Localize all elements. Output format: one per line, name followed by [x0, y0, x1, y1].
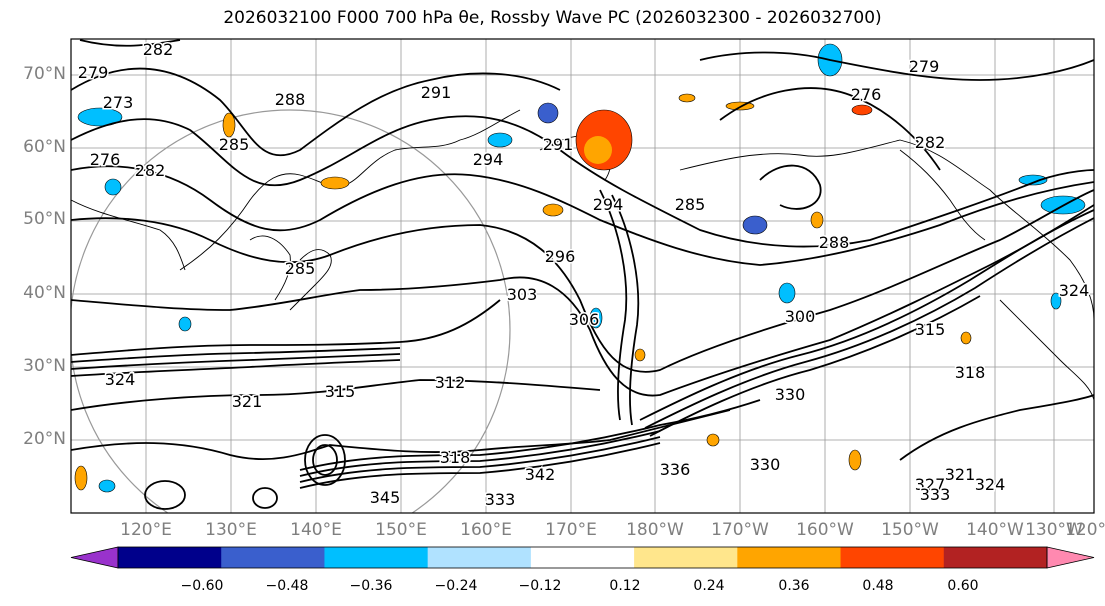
colorbar-tick: 0.24: [693, 578, 725, 594]
contour-label: 288: [819, 233, 850, 252]
lon-label-170e: 170°E: [545, 520, 597, 540]
map-title: 2026032100 F000 700 hPa θe, Rossby Wave …: [223, 8, 882, 28]
lon-label-120e: 120°E: [120, 520, 172, 540]
lon-label-170w: 170°W: [711, 520, 769, 540]
colorbar-tick: 0.60: [947, 578, 979, 594]
pc-shading: [74, 43, 1086, 493]
contour-label: 330: [750, 455, 781, 474]
colorbar-segment: [427, 547, 532, 568]
colorbar-segment: [530, 547, 635, 568]
contour-label: 300: [785, 307, 816, 326]
colorbar-segment: [118, 547, 222, 568]
colorbar-tick: −0.12: [518, 578, 562, 594]
colorbar-extend-low: [70, 546, 119, 569]
lon-label-140w: 140°W: [966, 520, 1024, 540]
colorbar-tick: −0.48: [265, 578, 309, 594]
contour-label: 296: [545, 247, 576, 266]
lon-label-150e: 150°E: [375, 520, 427, 540]
lon-label-160e: 160°E: [460, 520, 512, 540]
lat-label-20n: 20°N: [23, 429, 66, 449]
contour-label: 291: [543, 135, 574, 154]
contour-label: 303: [507, 285, 538, 304]
colorbar-tick: −0.24: [434, 578, 478, 594]
colorbar-segment: [737, 547, 842, 568]
contour-label: 345: [370, 488, 401, 507]
contour-label: 279: [78, 63, 109, 82]
lon-label-130e: 130°E: [205, 520, 257, 540]
lat-label-30n: 30°N: [23, 356, 66, 376]
contour-labels: 282 279 273 276 282 288 285 291 294 291 294 285 276 2…: [76, 39, 1091, 511]
colorbar-tick: −0.60: [180, 578, 224, 594]
coastlines: [71, 109, 1094, 401]
colorbar-outline: [117, 546, 1048, 569]
contour-label: 279: [909, 57, 940, 76]
lon-label-130w: 130°W: [1025, 520, 1083, 540]
colorbar-segment: [840, 547, 945, 568]
lat-label-70n: 70°N: [23, 64, 66, 84]
lon-label-150w: 150°W: [881, 520, 939, 540]
contour-label: 324: [1059, 281, 1090, 300]
contour-label: 294: [473, 150, 504, 169]
colorbar-tick: −0.36: [349, 578, 393, 594]
contour-label: 273: [103, 93, 134, 112]
contour-label: 282: [135, 161, 166, 180]
contour-label: 327: [915, 475, 946, 494]
colorbar-segment: [634, 547, 738, 568]
lat-label-50n: 50°N: [23, 209, 66, 229]
projection-circle: [71, 109, 511, 513]
contour-label: 321: [232, 392, 263, 411]
lat-label-60n: 60°N: [23, 137, 66, 157]
contour-label: 306: [569, 310, 600, 329]
contour-label: 342: [525, 465, 556, 484]
colorbar-tick: 0.12: [609, 578, 641, 594]
colorbar-extend-high: [1046, 546, 1095, 569]
colorbar-segment: [324, 547, 429, 568]
contour-label: 324: [105, 370, 136, 389]
contour-label: 324: [975, 475, 1006, 494]
contour-label: 336: [660, 460, 691, 479]
graticule: [71, 39, 1094, 513]
contour-label: 282: [915, 133, 946, 152]
contour-label: 333: [485, 490, 516, 509]
contour-label: 315: [915, 320, 946, 339]
contour-label: 318: [440, 448, 471, 467]
contour-label: 318: [955, 363, 986, 382]
contour-label: 291: [421, 83, 452, 102]
lon-label-180w: 180°W: [626, 520, 684, 540]
contour-label: 288: [275, 90, 306, 109]
contour-label: 285: [285, 259, 316, 278]
map-plot-area: 282 279 273 276 282 288 285 291 294 291 294 285 276 2…: [71, 39, 1094, 513]
contour-label: 294: [593, 195, 624, 214]
contour-label: 285: [675, 195, 706, 214]
lat-label-40n: 40°N: [23, 283, 66, 303]
contour-label: 276: [851, 85, 882, 104]
theta-e-contours: [71, 39, 1094, 510]
contour-label: 321: [945, 465, 976, 484]
contour-label: 312: [435, 373, 466, 392]
colorbar-tick: 0.48: [862, 578, 894, 594]
colorbar-segment: [943, 547, 1048, 568]
lon-label-120w: 120°W: [1065, 520, 1105, 540]
colorbar-segment: [221, 547, 325, 568]
colorbar-tick: 0.36: [778, 578, 810, 594]
contour-label: 333: [920, 485, 951, 504]
contour-label: 282: [143, 40, 174, 59]
contour-label: 315: [325, 382, 356, 401]
colorbar: [70, 546, 1095, 569]
contour-label: 330: [775, 385, 806, 404]
map-frame: [70, 38, 1095, 514]
contour-label: 285: [219, 135, 250, 154]
lon-label-140e: 140°E: [290, 520, 342, 540]
contour-label: 276: [90, 150, 121, 169]
lon-label-160w: 160°W: [796, 520, 854, 540]
